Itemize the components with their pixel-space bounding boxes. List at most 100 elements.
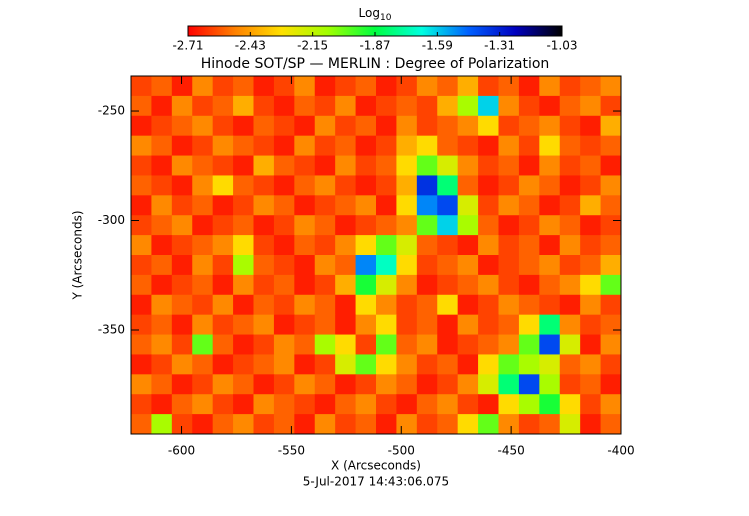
heatmap-cell xyxy=(335,76,357,97)
x-tick-label: -550 xyxy=(278,444,305,458)
heatmap-cell xyxy=(580,155,602,176)
heatmap-cell xyxy=(559,334,581,355)
heatmap-cell xyxy=(273,135,295,157)
heatmap-cell xyxy=(171,354,193,375)
colorbar-tick-label: -1.03 xyxy=(546,39,577,53)
heatmap-cell xyxy=(559,294,581,316)
heatmap-cell xyxy=(294,195,316,216)
heatmap-cell xyxy=(151,95,173,117)
chart-title: Hinode SOT/SP — MERLIN : Degree of Polar… xyxy=(201,56,550,72)
heatmap-cell xyxy=(314,155,336,176)
heatmap-cell xyxy=(233,195,254,216)
heatmap-cell xyxy=(580,294,602,316)
heatmap-cell xyxy=(457,235,479,256)
heatmap-cell xyxy=(600,255,622,276)
heatmap-cell xyxy=(171,215,193,236)
heatmap-cell xyxy=(498,115,520,137)
heatmap-cell xyxy=(233,115,254,137)
heatmap-cell xyxy=(273,354,295,375)
heatmap-cell xyxy=(273,115,295,137)
heatmap-cell xyxy=(335,135,357,157)
heatmap-cell xyxy=(233,394,254,415)
x-tick-label: -500 xyxy=(388,444,415,458)
heatmap-cell xyxy=(539,294,561,316)
heatmap-cell xyxy=(600,195,622,216)
heatmap-cell xyxy=(457,334,479,355)
heatmap-cell xyxy=(437,394,459,415)
heatmap-cell xyxy=(457,95,479,117)
heatmap-cell xyxy=(192,394,214,415)
heatmap-cell xyxy=(355,195,377,216)
heatmap-cell xyxy=(396,155,418,176)
heatmap-cell xyxy=(518,155,540,176)
heatmap-cell xyxy=(212,354,234,375)
heatmap-cell xyxy=(580,95,602,117)
heatmap-cell xyxy=(131,235,152,256)
heatmap-cell xyxy=(376,394,397,415)
heatmap-cell xyxy=(539,314,561,336)
heatmap-cell xyxy=(498,235,520,256)
heatmap-cell xyxy=(396,175,418,196)
heatmap-cell xyxy=(559,314,581,336)
heatmap-cell xyxy=(131,195,152,216)
heatmap-cell xyxy=(131,414,152,435)
heatmap-cell xyxy=(437,235,459,256)
heatmap-cell xyxy=(192,235,214,256)
heatmap-cell xyxy=(355,235,377,256)
heatmap-cell xyxy=(192,135,214,157)
heatmap-cell xyxy=(498,274,520,296)
heatmap-cell xyxy=(457,255,479,276)
heatmap-cell xyxy=(580,354,602,375)
heatmap-cell xyxy=(335,115,357,137)
heatmap-cell xyxy=(376,95,397,117)
heatmap-cell xyxy=(539,235,561,256)
heatmap-cell xyxy=(273,334,295,355)
heatmap-cell xyxy=(376,155,397,176)
heatmap-cell xyxy=(600,155,622,176)
heatmap-cell xyxy=(498,354,520,375)
colorbar-label: Log10 xyxy=(359,6,392,23)
heatmap-cell xyxy=(314,274,336,296)
heatmap-cell xyxy=(498,195,520,216)
heatmap-cell xyxy=(518,135,540,157)
heatmap-cell xyxy=(539,115,561,137)
heatmap-cell xyxy=(314,135,336,157)
heatmap-cell xyxy=(294,314,316,336)
heatmap-cell xyxy=(355,394,377,415)
heatmap-cell xyxy=(539,255,561,276)
heatmap-cell xyxy=(600,115,622,137)
heatmap-cell xyxy=(498,255,520,276)
heatmap-cell xyxy=(253,374,275,395)
heatmap-cell xyxy=(580,135,602,157)
heatmap-cell xyxy=(518,195,540,216)
heatmap-cell xyxy=(580,195,602,216)
x-tick-label: -400 xyxy=(607,444,634,458)
heatmap-cell xyxy=(131,115,152,137)
heatmap-cell xyxy=(396,334,418,355)
heatmap-cell xyxy=(335,215,357,236)
heatmap-cell xyxy=(580,334,602,355)
heatmap-cell xyxy=(131,155,152,176)
heatmap-cell xyxy=(212,255,234,276)
heatmap-cell xyxy=(131,374,152,395)
heatmap-cell xyxy=(416,95,438,117)
heatmap-cell xyxy=(171,374,193,395)
heatmap-cell xyxy=(580,235,602,256)
heatmap-cell xyxy=(233,95,254,117)
heatmap-cell xyxy=(314,334,336,355)
heatmap-cell xyxy=(355,175,377,196)
heatmap-cell xyxy=(437,115,459,137)
heatmap-cell xyxy=(335,294,357,316)
heatmap-cell xyxy=(498,334,520,355)
heatmap-cell xyxy=(171,314,193,336)
heatmap-cell xyxy=(335,274,357,296)
heatmap-cell xyxy=(355,354,377,375)
heatmap-cell xyxy=(396,95,418,117)
heatmap-cell xyxy=(171,135,193,157)
y-axis-label: Y (Arcseconds) xyxy=(71,210,85,300)
heatmap-cell xyxy=(212,115,234,137)
heatmap-cell xyxy=(437,314,459,336)
heatmap-cell xyxy=(294,115,316,137)
heatmap-cell xyxy=(212,195,234,216)
